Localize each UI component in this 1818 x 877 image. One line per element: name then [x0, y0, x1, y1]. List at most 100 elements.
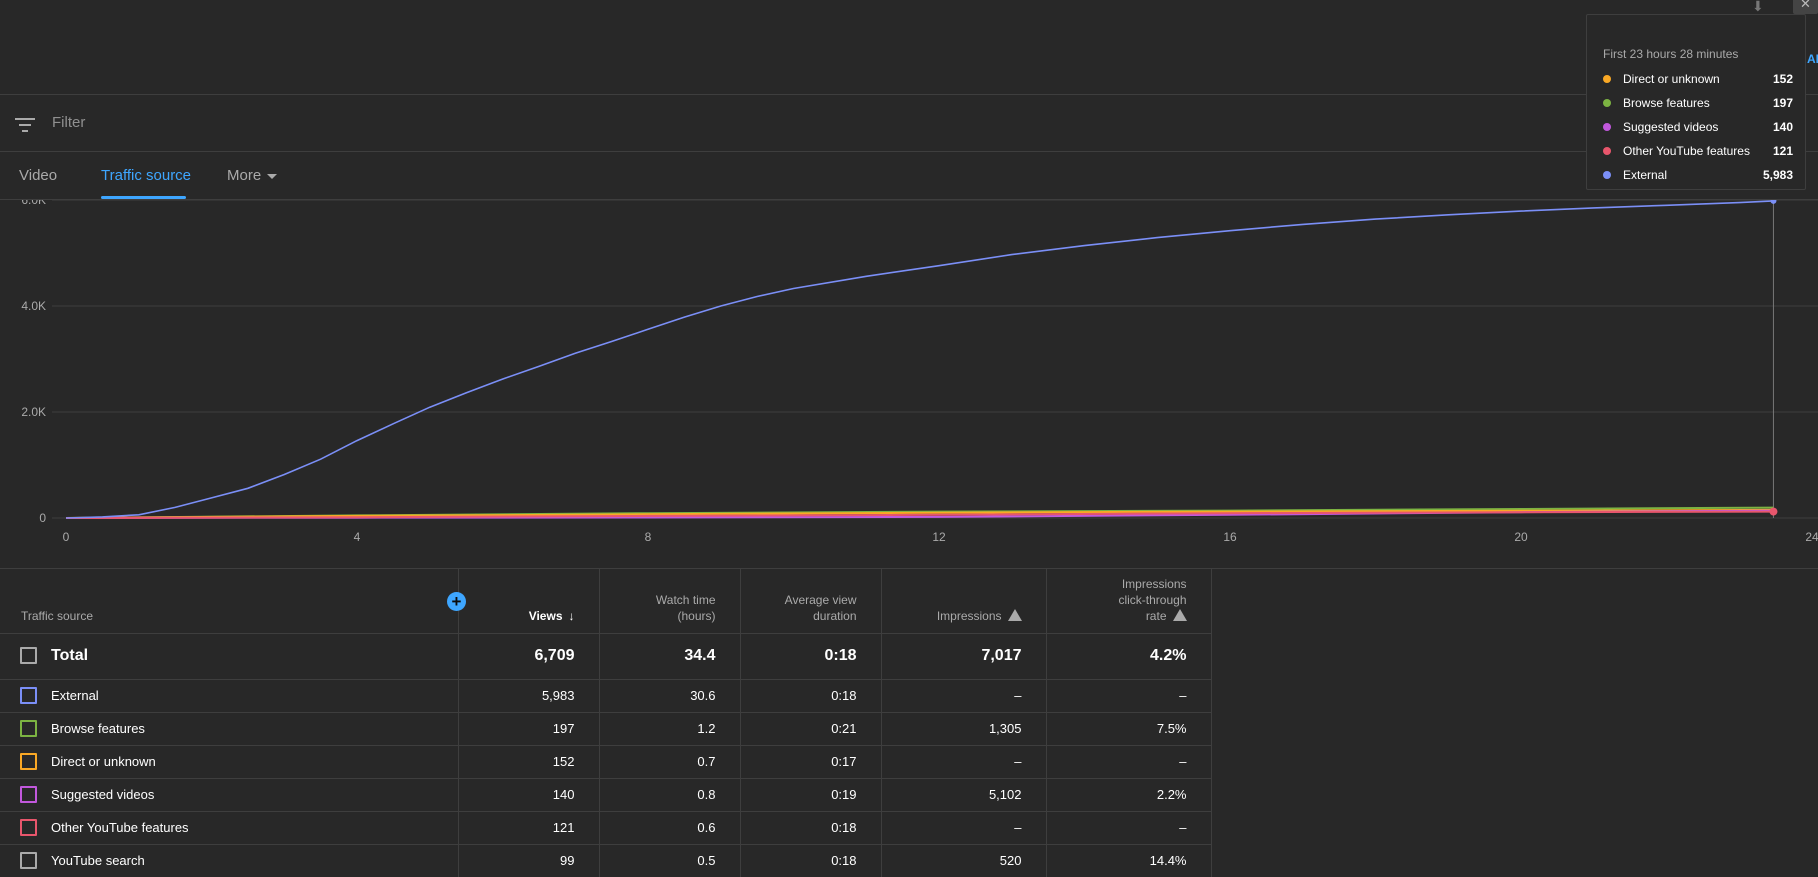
cell-average-view-duration: 0:19 — [740, 778, 882, 812]
cell-views: 197 — [458, 712, 600, 746]
row-checkbox[interactable] — [20, 786, 37, 804]
tab-active-indicator — [101, 196, 186, 199]
chevron-down-icon — [267, 173, 278, 179]
cell-traffic-source: YouTube search — [0, 844, 459, 877]
col-avd-line1: Average view — [784, 592, 857, 607]
tooltip-row-label: Browse features — [1623, 96, 1710, 110]
traffic-table: Traffic source + Views ↓ Watch time (hours… — [0, 569, 1212, 877]
tab-video[interactable]: Video — [19, 167, 58, 184]
table-row[interactable]: Other YouTube features 121 0.6 0:18– – — [0, 811, 1212, 845]
filter-icon[interactable] — [15, 116, 35, 132]
tooltip-title: First 23 hours 28 minutes — [1603, 47, 1739, 61]
cell-impressions: – — [881, 679, 1047, 713]
warning-icon[interactable] — [1007, 608, 1022, 621]
top-bar — [0, 0, 1818, 95]
tab-traffic-source[interactable]: Traffic source — [101, 167, 192, 184]
col-watch-time[interactable]: Watch time (hours) — [599, 569, 741, 634]
cell-watch-time: 0.8 — [599, 778, 741, 812]
row-checkbox[interactable] — [20, 753, 37, 771]
col-traffic-source[interactable]: Traffic source + — [0, 569, 466, 634]
x-tick-label: 12 — [932, 530, 946, 544]
warning-icon[interactable] — [1172, 608, 1187, 621]
y-tick-label: 2.0K — [21, 405, 46, 419]
series-point-other-youtube-features — [1769, 507, 1778, 516]
tab-more[interactable]: More — [227, 167, 278, 184]
col-average-view-duration[interactable]: Average view duration — [740, 569, 882, 634]
cell-ctr: 4.2% — [1046, 633, 1212, 680]
table-row[interactable]: Suggested videos 140 0.8 0:19 5,102 2.2% — [0, 778, 1212, 812]
tooltip-row: Direct or unknown 152 — [1603, 71, 1793, 89]
tooltip-row: External 5,983 — [1603, 167, 1793, 185]
cell-impressions: – — [881, 745, 1047, 779]
x-tick-label: 0 — [63, 530, 70, 544]
tooltip-row: Suggested videos 140 — [1603, 119, 1793, 137]
row-checkbox[interactable] — [20, 687, 37, 705]
cell-traffic-source: Suggested videos — [0, 778, 459, 812]
legend-dot-icon — [1603, 75, 1611, 83]
col-ctr-line3: rate — [1145, 608, 1167, 623]
cell-watch-time: 34.4 — [599, 633, 741, 680]
row-checkbox[interactable] — [20, 852, 37, 870]
add-metric-icon[interactable]: + — [447, 592, 466, 611]
tooltip-row-value: 152 — [1772, 72, 1793, 86]
chart-divider — [0, 568, 1818, 569]
table-row[interactable]: YouTube search 99 0.5 0:18 520 14.4% — [0, 844, 1212, 877]
edge-link[interactable]: AP — [1807, 52, 1818, 66]
tooltip-row-label: External — [1623, 168, 1668, 182]
tab-more-label: More — [227, 167, 262, 184]
tooltip-row: Other YouTube features 121 — [1603, 143, 1793, 161]
sort-arrow-down-icon[interactable]: ↓ — [568, 608, 575, 623]
cell-ctr: 7.5% — [1046, 712, 1212, 746]
col-watch-time-line2: (hours) — [677, 608, 716, 623]
y-tick-label: 0 — [39, 511, 46, 525]
cell-impressions: 7,017 — [881, 633, 1047, 680]
cell-views: 152 — [458, 745, 600, 779]
cell-views: 140 — [458, 778, 600, 812]
cell-traffic-source: Total — [0, 633, 459, 680]
row-checkbox[interactable] — [20, 819, 37, 837]
tooltip-row-value: 121 — [1772, 144, 1793, 158]
series-point-external — [1770, 200, 1777, 204]
cell-average-view-duration: 0:18 — [740, 844, 882, 877]
filter-bar[interactable]: Filter — [0, 95, 1818, 152]
cell-views: 6,709 — [458, 633, 600, 680]
filter-input[interactable]: Filter — [52, 114, 86, 131]
row-checkbox[interactable] — [20, 720, 37, 738]
row-checkbox[interactable] — [20, 647, 37, 665]
cell-average-view-duration: 0:17 — [740, 745, 882, 779]
cell-average-view-duration: 0:18 — [740, 679, 882, 713]
traffic-source-name: External — [51, 688, 99, 704]
y-tick-label: 6.0K — [21, 200, 46, 207]
x-tick-label: 20 — [1514, 530, 1528, 544]
tooltip-row-label: Direct or unknown — [1623, 72, 1720, 86]
table-row[interactable]: Direct or unknown 152 0.7 0:17– – — [0, 745, 1212, 779]
col-views[interactable]: Views ↓ — [458, 569, 600, 634]
chart-tooltip: First 23 hours 28 minutes Direct or unkn… — [1586, 14, 1806, 190]
cell-views: 99 — [458, 844, 600, 877]
tooltip-row-value: 140 — [1772, 120, 1793, 134]
cell-impressions: 1,305 — [881, 712, 1047, 746]
tab-bar: Video Traffic source More — [0, 152, 1818, 200]
col-ctr[interactable]: Impressions click-through rate — [1046, 569, 1212, 634]
col-impressions[interactable]: Impressions — [881, 569, 1047, 634]
tooltip-row: Browse features 197 — [1603, 95, 1793, 113]
close-icon[interactable]: ✕ — [1793, 0, 1818, 14]
cell-views: 5,983 — [458, 679, 600, 713]
table-row[interactable]: Browse features 197 1.2 0:21 1,305 7.5% — [0, 712, 1212, 746]
tooltip-row-label: Suggested videos — [1623, 120, 1719, 134]
series-line-other-youtube-features — [65, 510, 1774, 519]
traffic-source-name: Direct or unknown — [51, 754, 156, 770]
traffic-source-name: Browse features — [51, 721, 145, 737]
cell-impressions: – — [881, 811, 1047, 845]
table-total-row[interactable]: Total 6,709 34.4 0:18 7,017 4.2% — [0, 633, 1212, 680]
series-line-external — [65, 200, 1774, 519]
x-tick-label: 8 — [645, 530, 652, 544]
cell-impressions: 5,102 — [881, 778, 1047, 812]
cell-average-view-duration: 0:18 — [740, 633, 882, 680]
x-tick-label: 4 — [354, 530, 361, 544]
download-icon[interactable]: ⬇ — [1752, 0, 1764, 14]
traffic-source-name: YouTube search — [51, 853, 145, 869]
cell-ctr: – — [1046, 745, 1212, 779]
table-row[interactable]: External 5,983 30.6 0:18– – — [0, 679, 1212, 713]
col-views-label: Views — [528, 608, 563, 623]
